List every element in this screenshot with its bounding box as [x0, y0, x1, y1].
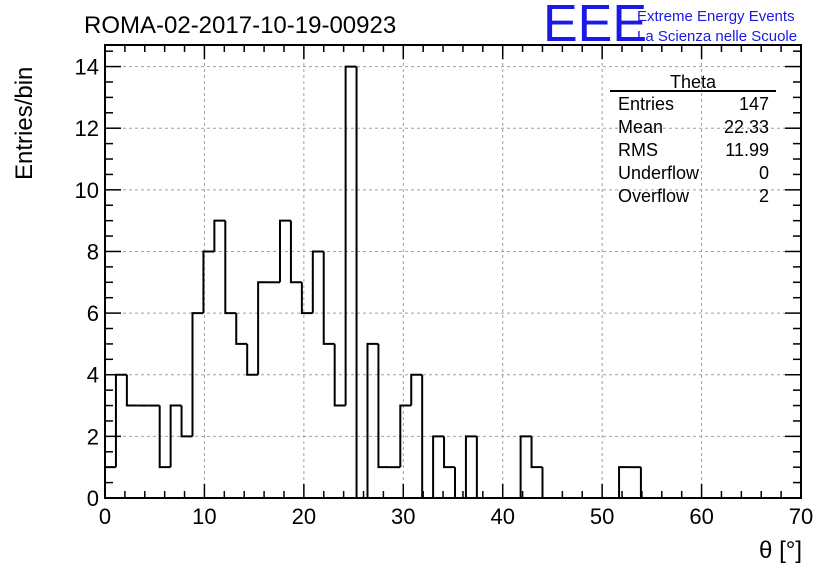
histogram-bin [355, 66, 368, 499]
y-tick-label: 10 [75, 178, 99, 203]
y-tick-label: 2 [87, 424, 99, 449]
y-tick-label: 8 [87, 239, 99, 264]
logo-line-1: Extreme Energy Events [637, 8, 795, 25]
x-tick-label: 30 [391, 504, 415, 529]
histogram-bin [410, 373, 423, 406]
histogram-bin [289, 220, 302, 284]
x-tick-label: 10 [192, 504, 216, 529]
stats-label-rms: RMS [618, 140, 658, 160]
histogram-bin [125, 374, 138, 407]
logo-line-2: La Scienza nelle Scuole [637, 28, 797, 45]
logo: EEE Extreme Energy Events La Scienza nel… [543, 0, 797, 53]
histogram-bin [158, 405, 171, 469]
stats-value-entries: 147 [739, 94, 769, 114]
y-tick-label: 6 [87, 301, 99, 326]
histogram-bin [202, 250, 215, 314]
histogram-bin [278, 219, 291, 283]
histogram-bin [213, 219, 226, 252]
stats-title: Theta [670, 72, 717, 92]
stats-box: Theta Entries 147 Mean 22.33 RMS 11.99 U… [610, 72, 776, 206]
x-axis-label: θ [°] [759, 537, 802, 564]
y-axis-label: Entries/bin [11, 67, 38, 180]
histogram-bin [235, 313, 248, 345]
x-tick-label: 20 [292, 504, 316, 529]
y-tick-label: 4 [87, 363, 99, 388]
grid [105, 45, 801, 498]
histogram-bin [114, 373, 127, 468]
stats-value-rms: 11.99 [725, 140, 769, 160]
histogram-bin [618, 466, 630, 498]
x-tick-label: 60 [689, 504, 713, 529]
x-tick-label: 0 [99, 504, 111, 529]
plot-frame [104, 44, 802, 499]
histogram-bin [311, 250, 324, 314]
histogram-bin [519, 435, 532, 498]
histogram-bin [224, 220, 237, 315]
histogram-bin [432, 435, 445, 498]
histogram-bin [169, 404, 182, 468]
stats-label-entries: Entries [618, 94, 674, 114]
histogram-bin [399, 404, 412, 468]
stats-value-underflow: 0 [759, 163, 769, 183]
stats-value-mean: 22.33 [724, 117, 769, 137]
histogram-bin [443, 436, 455, 469]
y-tick-label: 12 [75, 116, 99, 141]
x-tick-label: 50 [590, 504, 614, 529]
histogram-bin [322, 251, 335, 345]
axes [104, 44, 802, 499]
histogram-bin [344, 65, 357, 406]
logo-mark: EEE [543, 0, 647, 53]
histogram-bin [541, 467, 554, 499]
histogram-bin [530, 436, 543, 469]
stats-label-mean: Mean [618, 117, 663, 137]
chart-title: ROMA-02-2017-10-19-00923 [84, 12, 396, 39]
histogram-bin [246, 343, 259, 376]
y-tick-label: 14 [75, 55, 99, 80]
stats-value-overflow: 2 [759, 186, 769, 206]
y-tick-label: 0 [87, 486, 99, 511]
x-tick-label: 40 [490, 504, 514, 529]
stats-label-underflow: Underflow [618, 163, 700, 183]
histogram-bin [453, 467, 466, 499]
histogram-bin [475, 436, 488, 499]
histogram-bin [191, 312, 204, 437]
histogram-bin [333, 343, 346, 407]
histogram-bin [300, 282, 313, 315]
histogram-bin [366, 342, 379, 498]
stats-label-overflow: Overflow [618, 186, 690, 206]
histogram-bin [464, 435, 477, 498]
x-tick-label: 70 [789, 504, 813, 529]
histogram-bin [377, 343, 390, 469]
histogram-bin [257, 281, 270, 375]
histogram-bin [180, 405, 193, 438]
